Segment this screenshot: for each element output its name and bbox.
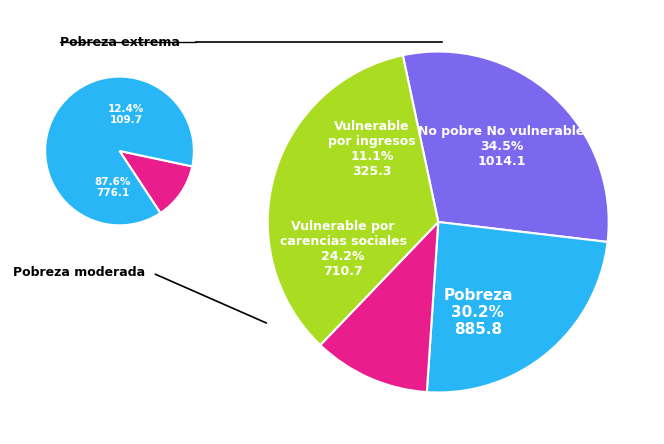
Wedge shape (320, 222, 438, 392)
Text: 12.4%
109.7: 12.4% 109.7 (108, 103, 144, 125)
Wedge shape (120, 151, 193, 213)
Text: No pobre No vulnerable
34.5%
1014.1: No pobre No vulnerable 34.5% 1014.1 (418, 125, 585, 168)
Text: Vulnerable por
carencias sociales
24.2%
710.7: Vulnerable por carencias sociales 24.2% … (280, 220, 406, 278)
Text: 87.6%
776.1: 87.6% 776.1 (95, 177, 131, 198)
Text: Pobreza
30.2%
885.8: Pobreza 30.2% 885.8 (443, 288, 513, 337)
Wedge shape (427, 222, 608, 392)
Text: Pobreza moderada: Pobreza moderada (13, 266, 145, 279)
Text: Pobreza extrema: Pobreza extrema (60, 36, 180, 48)
Wedge shape (268, 55, 438, 345)
Wedge shape (403, 52, 609, 242)
Wedge shape (45, 77, 194, 225)
Text: Vulnerable
por ingresos
11.1%
325.3: Vulnerable por ingresos 11.1% 325.3 (328, 120, 416, 178)
